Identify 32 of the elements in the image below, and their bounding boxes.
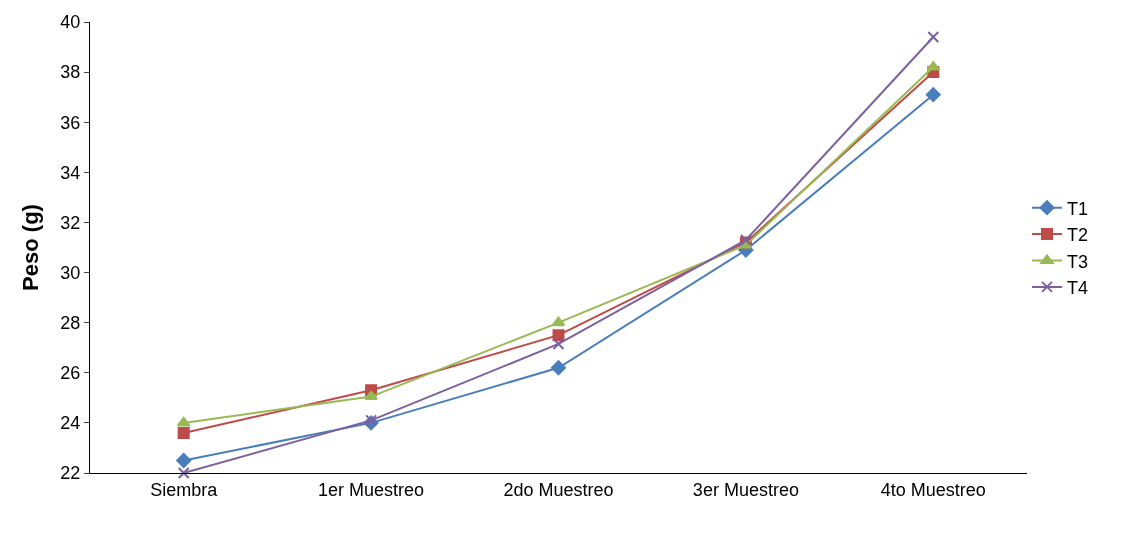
point bbox=[177, 426, 190, 439]
y-tick-label: 26 bbox=[60, 363, 81, 384]
y-tick-label: 28 bbox=[60, 312, 81, 333]
point bbox=[364, 390, 378, 401]
y-tick-label: 22 bbox=[60, 463, 81, 484]
x-tick-label: 3er Muestreo bbox=[692, 479, 799, 500]
point bbox=[551, 360, 566, 376]
x-tick-label: 4to Muestreo bbox=[880, 479, 986, 500]
legend-label: T2 bbox=[1067, 225, 1089, 246]
y-tick-label: 24 bbox=[60, 413, 81, 434]
point bbox=[552, 329, 565, 342]
y-tick-label: 30 bbox=[60, 262, 81, 283]
y-axis-title: Peso (g) bbox=[18, 204, 44, 291]
legend-label: T1 bbox=[1067, 198, 1089, 219]
y-tick-label: 32 bbox=[60, 212, 81, 233]
legend-label: T4 bbox=[1067, 277, 1089, 298]
y-tick-label: 40 bbox=[60, 12, 81, 33]
point bbox=[176, 452, 192, 468]
y-tick-label: 38 bbox=[60, 62, 81, 83]
point bbox=[177, 467, 190, 479]
point bbox=[176, 416, 191, 427]
x-tick-label: 2do Muestreo bbox=[503, 479, 614, 500]
y-tick-label: 36 bbox=[60, 112, 81, 133]
point bbox=[927, 31, 940, 44]
point bbox=[551, 316, 566, 327]
point bbox=[552, 337, 565, 350]
y-tick-label: 34 bbox=[60, 162, 81, 183]
x-tick-label: 1er Muestreo bbox=[318, 479, 425, 500]
x-tick-label: Siembra bbox=[150, 479, 219, 500]
point bbox=[925, 87, 941, 103]
legend-label: T3 bbox=[1067, 251, 1089, 272]
point bbox=[365, 414, 378, 427]
